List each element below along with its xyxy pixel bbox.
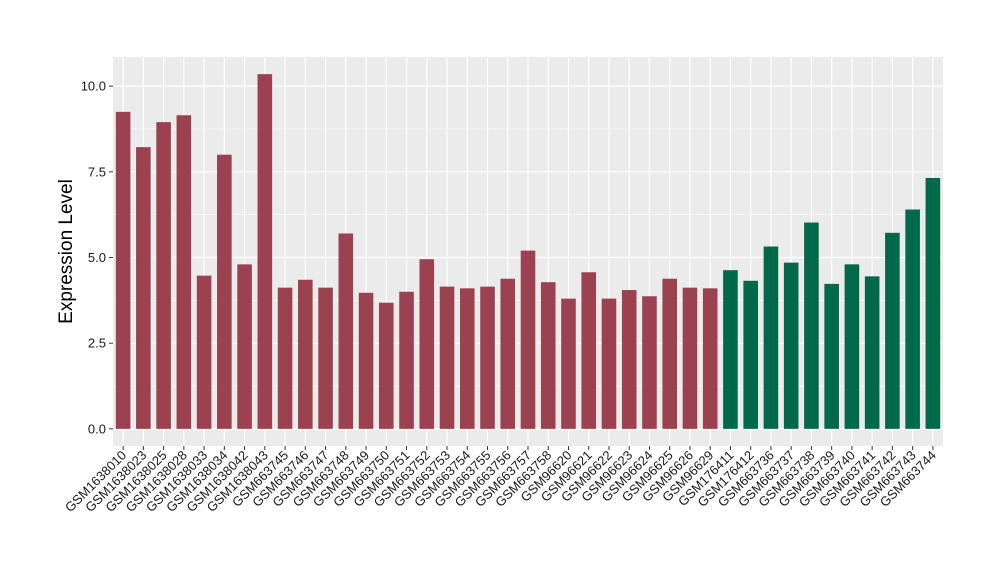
bar-GSM663746 [298, 279, 313, 429]
bar-GSM663747 [318, 287, 333, 429]
bars [115, 74, 941, 429]
y-axis: 0.0 2.5 5.0 7.5 10.0 [81, 79, 113, 436]
bar-GSM663748 [338, 233, 354, 429]
bar-GSM663757 [520, 250, 536, 429]
bar-GSM96621 [581, 272, 597, 429]
bar-GSM663750 [379, 302, 394, 429]
bar-GSM663737 [783, 262, 799, 429]
bar-GSM663758 [540, 282, 556, 429]
bar-GSM1638028 [176, 115, 192, 429]
bar-GSM663749 [358, 292, 374, 429]
bar-GSM663743 [905, 209, 920, 429]
bar-GSM176412 [743, 280, 758, 429]
bar-GSM663745 [277, 287, 293, 429]
bar-GSM1638042 [237, 264, 252, 429]
bar-GSM663752 [419, 259, 435, 429]
x-axis: GSM1638010GSM1638023GSM1638025GSM1638028… [62, 446, 939, 515]
bar-GSM176411 [723, 270, 738, 429]
y-axis-title: Expression Level [56, 179, 77, 324]
bar-GSM663754 [459, 288, 475, 429]
bar-GSM663756 [500, 278, 516, 429]
bar-GSM96626 [682, 287, 698, 429]
bar-GSM96625 [662, 278, 677, 429]
bar-GSM1638010 [115, 111, 131, 429]
bar-GSM1638023 [136, 147, 151, 429]
bar-GSM96620 [561, 298, 576, 429]
bar-GSM663736 [763, 246, 779, 429]
bar-GSM96629 [702, 288, 718, 429]
y-tick-label: 2.5 [88, 336, 106, 351]
bar-GSM663751 [399, 291, 414, 429]
bar-GSM96624 [642, 296, 657, 429]
bar-GSM663742 [885, 232, 900, 429]
bar-GSM663753 [439, 286, 455, 429]
bar-GSM663755 [480, 286, 495, 429]
bar-GSM1638033 [196, 275, 212, 429]
y-tick-label: 7.5 [88, 164, 106, 179]
bar-GSM1638043 [257, 74, 273, 429]
bar-GSM96622 [601, 298, 617, 429]
y-tick-label: 5.0 [88, 250, 106, 265]
bar-GSM96623 [621, 290, 637, 429]
bar-GSM663739 [824, 283, 839, 429]
bar-GSM663741 [864, 276, 880, 429]
bar-GSM663740 [844, 264, 860, 429]
y-tick-label: 10.0 [81, 79, 106, 94]
bar-GSM663744 [925, 177, 941, 429]
bar-GSM663738 [804, 222, 819, 429]
bar-GSM1638025 [156, 122, 171, 429]
bar-GSM1638034 [217, 154, 232, 429]
y-tick-label: 0.0 [88, 421, 106, 436]
